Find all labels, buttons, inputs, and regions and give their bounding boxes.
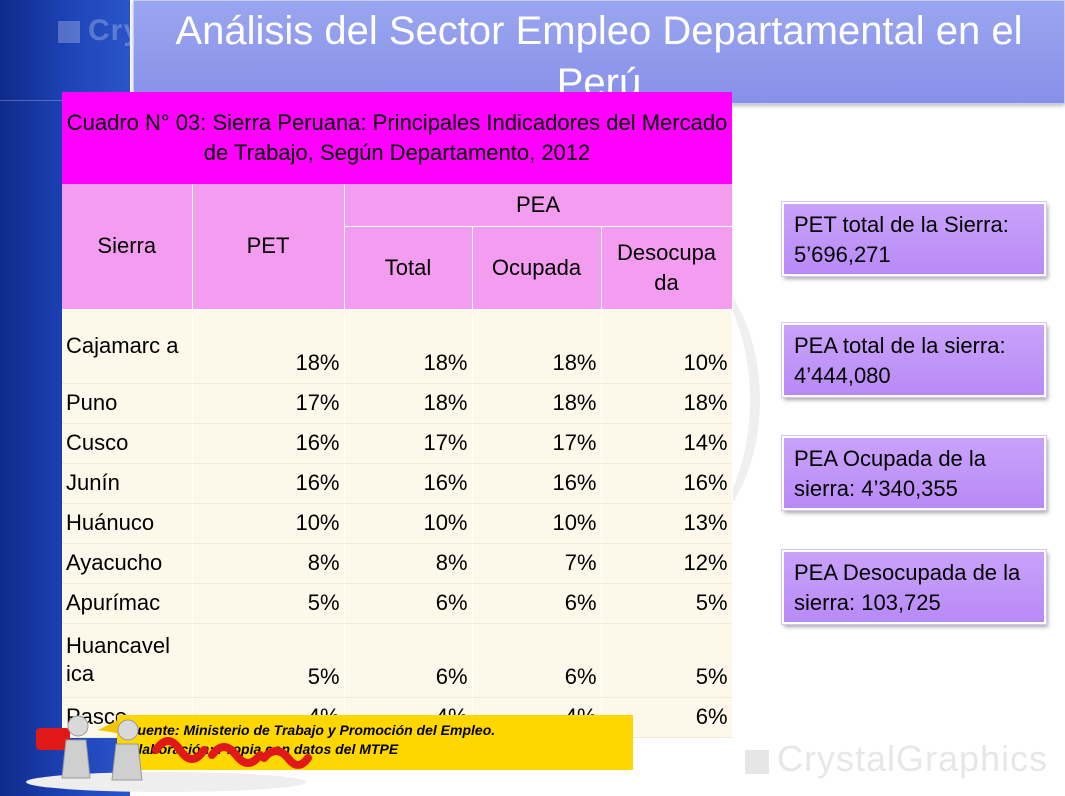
- pea-desocupada-value: 16%: [601, 463, 733, 504]
- table-row: Cajamarc a 18% 18% 18% 10%: [62, 309, 733, 384]
- pea-desocupada-value: 10%: [601, 309, 733, 384]
- crystalgraphics-logo-icon: [745, 750, 769, 774]
- crystalgraphics-logo-icon: [58, 21, 80, 43]
- header-total: Total: [344, 226, 473, 310]
- pea-total-value: 10%: [344, 503, 473, 544]
- pea-desocupada-value: 12%: [601, 543, 733, 584]
- header-pea: PEA: [344, 184, 733, 227]
- info-box-pea-total: PEA total de la sierra: 4’444,080: [781, 322, 1047, 398]
- pet-value: 16%: [192, 423, 345, 464]
- pea-ocupada-value: 7%: [472, 543, 602, 584]
- indicators-table: Cuadro N° 03: Sierra Peruana: Principale…: [62, 92, 733, 738]
- title-bar: [133, 0, 1065, 104]
- table-row: Ayacucho 8% 8% 7% 12%: [62, 543, 733, 584]
- info-box-pea-desocupada: PEA Desocupada de la sierra: 103,725: [781, 549, 1047, 625]
- pet-value: 18%: [192, 309, 345, 384]
- source-line: Fuente: Ministerio de Trabajo y Promoció…: [129, 722, 496, 738]
- watermark-bottom: CrystalGraphics: [745, 738, 1048, 780]
- department-name: Ayacucho: [62, 543, 193, 584]
- pea-ocupada-value: 6%: [472, 623, 602, 698]
- clipart-figures-icon: [26, 715, 312, 792]
- pea-ocupada-value: 18%: [472, 309, 602, 384]
- pea-desocupada-value: 5%: [601, 623, 733, 698]
- pet-value: 5%: [192, 583, 345, 624]
- pea-total-value: 16%: [344, 463, 473, 504]
- pea-total-value: 17%: [344, 423, 473, 464]
- pet-value: 8%: [192, 543, 345, 584]
- pea-desocupada-value: 14%: [601, 423, 733, 464]
- table-row: Cusco 16% 17% 17% 14%: [62, 423, 733, 464]
- slide-title: Análisis del Sector Empleo Departamental…: [175, 9, 1023, 105]
- department-name: Cajamarc a: [62, 309, 193, 384]
- info-box-pea-ocupada: PEA Ocupada de la sierra: 4’340,355: [781, 435, 1047, 511]
- watermark-top-text: Cry: [88, 14, 142, 47]
- pea-desocupada-value: 5%: [601, 583, 733, 624]
- table-caption: Cuadro N° 03: Sierra Peruana: Principale…: [62, 92, 733, 184]
- elaboration-line: Elaboración: Propia con datos del MTPE: [129, 741, 399, 757]
- watermark-top: Cry: [58, 14, 141, 48]
- pea-total-value: 8%: [344, 543, 473, 584]
- pea-total-value: 6%: [344, 623, 473, 698]
- department-name: Huánuco: [62, 503, 193, 544]
- department-name: Apurímac: [62, 583, 193, 624]
- header-sierra: Sierra: [62, 184, 193, 310]
- table-row: Puno 17% 18% 18% 18%: [62, 383, 733, 424]
- pea-ocupada-value: 17%: [472, 423, 602, 464]
- pea-total-value: 18%: [344, 309, 473, 384]
- source-note: Fuente: Ministerio de Trabajo y Promoció…: [117, 715, 633, 770]
- pet-value: 5%: [192, 623, 345, 698]
- department-name: Puno: [62, 383, 193, 424]
- pea-desocupada-value: 18%: [601, 383, 733, 424]
- header-pet: PET: [192, 184, 345, 310]
- pet-value: 16%: [192, 463, 345, 504]
- pet-value: 17%: [192, 383, 345, 424]
- pea-desocupada-value: 13%: [601, 503, 733, 544]
- pea-ocupada-value: 16%: [472, 463, 602, 504]
- pea-total-value: 18%: [344, 383, 473, 424]
- department-name: Cusco: [62, 423, 193, 464]
- indicators-table-wrapper: Cuadro N° 03: Sierra Peruana: Principale…: [62, 92, 733, 738]
- department-name: Huancavel ica: [62, 623, 193, 698]
- pet-value: 10%: [192, 503, 345, 544]
- pea-total-value: 6%: [344, 583, 473, 624]
- header-desocupada: Desocupa da: [601, 226, 733, 310]
- table-row: Apurímac 5% 6% 6% 5%: [62, 583, 733, 624]
- table-row: Huánuco 10% 10% 10% 13%: [62, 503, 733, 544]
- decorative-arc: [560, 250, 760, 550]
- info-box-pet-total: PET total de la Sierra: 5’696,271: [781, 201, 1047, 277]
- pea-ocupada-value: 6%: [472, 583, 602, 624]
- department-name: Junín: [62, 463, 193, 504]
- pea-ocupada-value: 18%: [472, 383, 602, 424]
- header-ocupada: Ocupada: [472, 226, 602, 310]
- watermark-bottom-text: CrystalGraphics: [777, 738, 1049, 779]
- pea-ocupada-value: 10%: [472, 503, 602, 544]
- table-row: Huancavel ica 5% 6% 6% 5%: [62, 623, 733, 698]
- table-row: Junín 16% 16% 16% 16%: [62, 463, 733, 504]
